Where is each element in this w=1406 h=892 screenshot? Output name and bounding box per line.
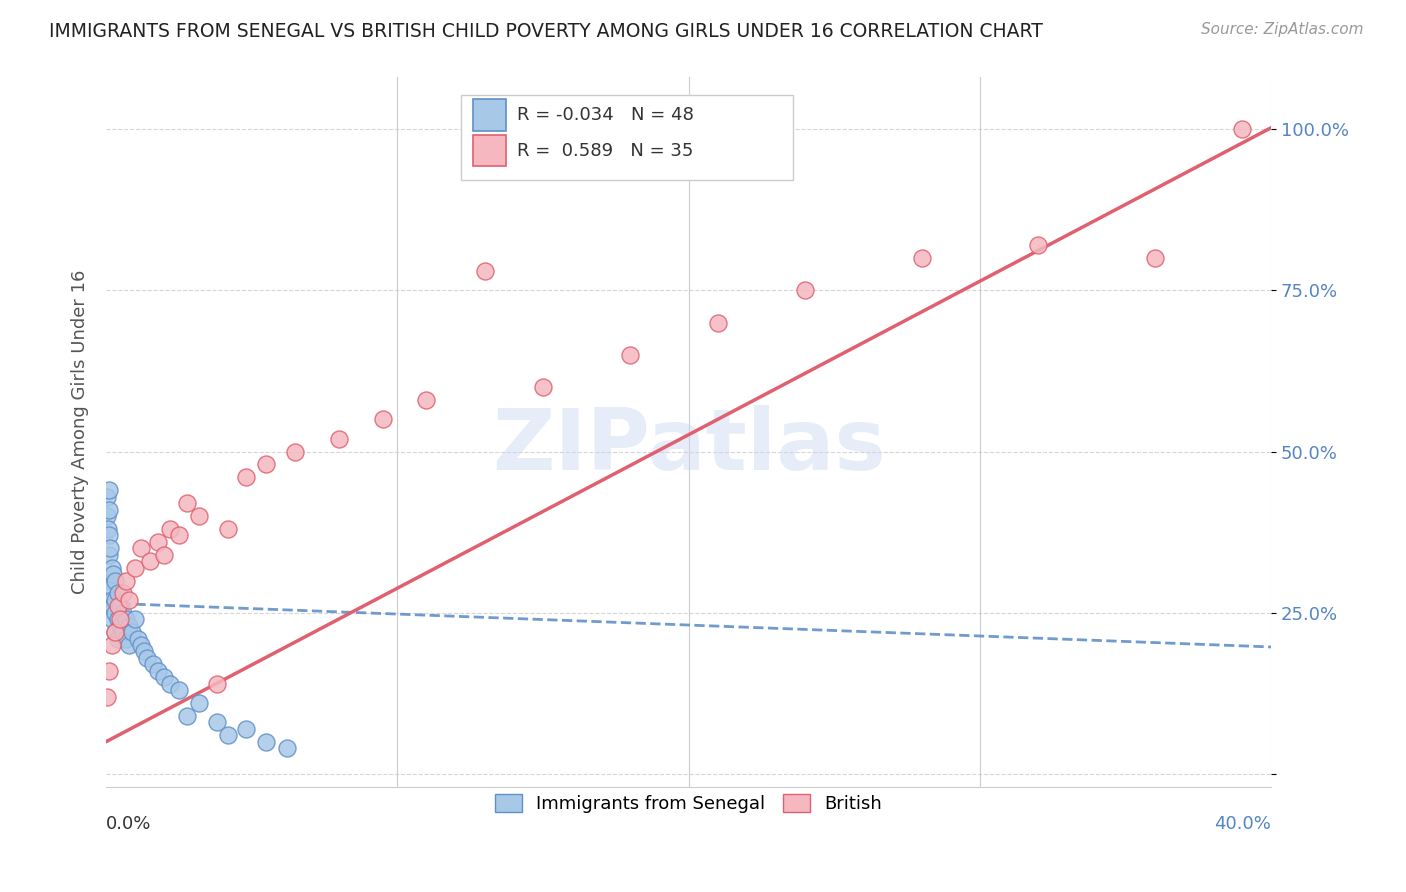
Point — [112, 625, 135, 640]
Point — [276, 741, 298, 756]
Point — [205, 715, 228, 730]
Point — [115, 612, 138, 626]
Point — [104, 593, 127, 607]
Bar — [472, 99, 506, 131]
Point — [97, 528, 120, 542]
Point — [129, 638, 152, 652]
Point — [284, 444, 307, 458]
Point — [176, 496, 198, 510]
Point — [159, 522, 181, 536]
Point — [118, 638, 141, 652]
Point — [110, 618, 132, 632]
Point — [794, 283, 817, 297]
Point — [98, 574, 121, 588]
Point — [217, 522, 239, 536]
Bar — [461, 95, 793, 180]
Legend: Immigrants from Senegal, British: Immigrants from Senegal, British — [488, 787, 890, 821]
Point — [415, 392, 437, 407]
Point — [104, 625, 127, 640]
Point — [910, 251, 932, 265]
Point — [112, 606, 135, 620]
Point — [1230, 122, 1253, 136]
Point — [129, 541, 152, 556]
Point — [159, 677, 181, 691]
Point — [110, 612, 132, 626]
Point — [98, 541, 121, 556]
Point — [328, 432, 350, 446]
Point — [167, 683, 190, 698]
Point — [531, 380, 554, 394]
Point — [371, 412, 394, 426]
Point — [107, 632, 129, 646]
Point — [100, 560, 122, 574]
Point — [107, 612, 129, 626]
Point — [118, 618, 141, 632]
Point — [205, 677, 228, 691]
Point — [97, 664, 120, 678]
Point — [124, 560, 146, 574]
Point — [104, 606, 127, 620]
Text: Source: ZipAtlas.com: Source: ZipAtlas.com — [1201, 22, 1364, 37]
Point — [100, 580, 122, 594]
Point — [115, 574, 138, 588]
Point — [104, 574, 127, 588]
Point — [96, 509, 118, 524]
Point — [217, 728, 239, 742]
Point — [97, 502, 120, 516]
Point — [188, 696, 211, 710]
Point — [100, 593, 122, 607]
Point — [100, 612, 122, 626]
Point — [104, 625, 127, 640]
Bar — [472, 135, 506, 167]
Point — [97, 548, 120, 562]
Point — [118, 593, 141, 607]
Point — [148, 534, 170, 549]
Point — [167, 528, 190, 542]
Point — [112, 586, 135, 600]
Text: 40.0%: 40.0% — [1215, 815, 1271, 833]
Point — [100, 638, 122, 652]
Point — [107, 599, 129, 614]
Point — [148, 664, 170, 678]
Point — [619, 348, 641, 362]
Point — [97, 522, 120, 536]
Point — [254, 458, 277, 472]
Point — [153, 548, 176, 562]
Point — [115, 632, 138, 646]
Point — [254, 735, 277, 749]
Point — [235, 470, 257, 484]
Point — [103, 567, 125, 582]
Point — [107, 586, 129, 600]
Point — [103, 599, 125, 614]
Point — [1143, 251, 1166, 265]
Point — [706, 316, 728, 330]
Point — [96, 490, 118, 504]
Text: R = -0.034   N = 48: R = -0.034 N = 48 — [517, 106, 695, 124]
Point — [110, 599, 132, 614]
Text: 0.0%: 0.0% — [105, 815, 152, 833]
Text: IMMIGRANTS FROM SENEGAL VS BRITISH CHILD POVERTY AMONG GIRLS UNDER 16 CORRELATIO: IMMIGRANTS FROM SENEGAL VS BRITISH CHILD… — [49, 22, 1043, 41]
Point — [138, 554, 160, 568]
Point — [96, 690, 118, 704]
Point — [153, 670, 176, 684]
Point — [124, 612, 146, 626]
Point — [235, 722, 257, 736]
Point — [127, 632, 149, 646]
Point — [97, 483, 120, 498]
Point — [121, 625, 143, 640]
Point — [1026, 238, 1049, 252]
Text: ZIPatlas: ZIPatlas — [492, 405, 886, 488]
Text: R =  0.589   N = 35: R = 0.589 N = 35 — [517, 142, 693, 160]
Point — [135, 651, 157, 665]
Point — [474, 264, 496, 278]
Point — [176, 709, 198, 723]
Point — [188, 509, 211, 524]
Point — [132, 644, 155, 658]
Point — [141, 657, 163, 672]
Y-axis label: Child Poverty Among Girls Under 16: Child Poverty Among Girls Under 16 — [72, 270, 89, 594]
